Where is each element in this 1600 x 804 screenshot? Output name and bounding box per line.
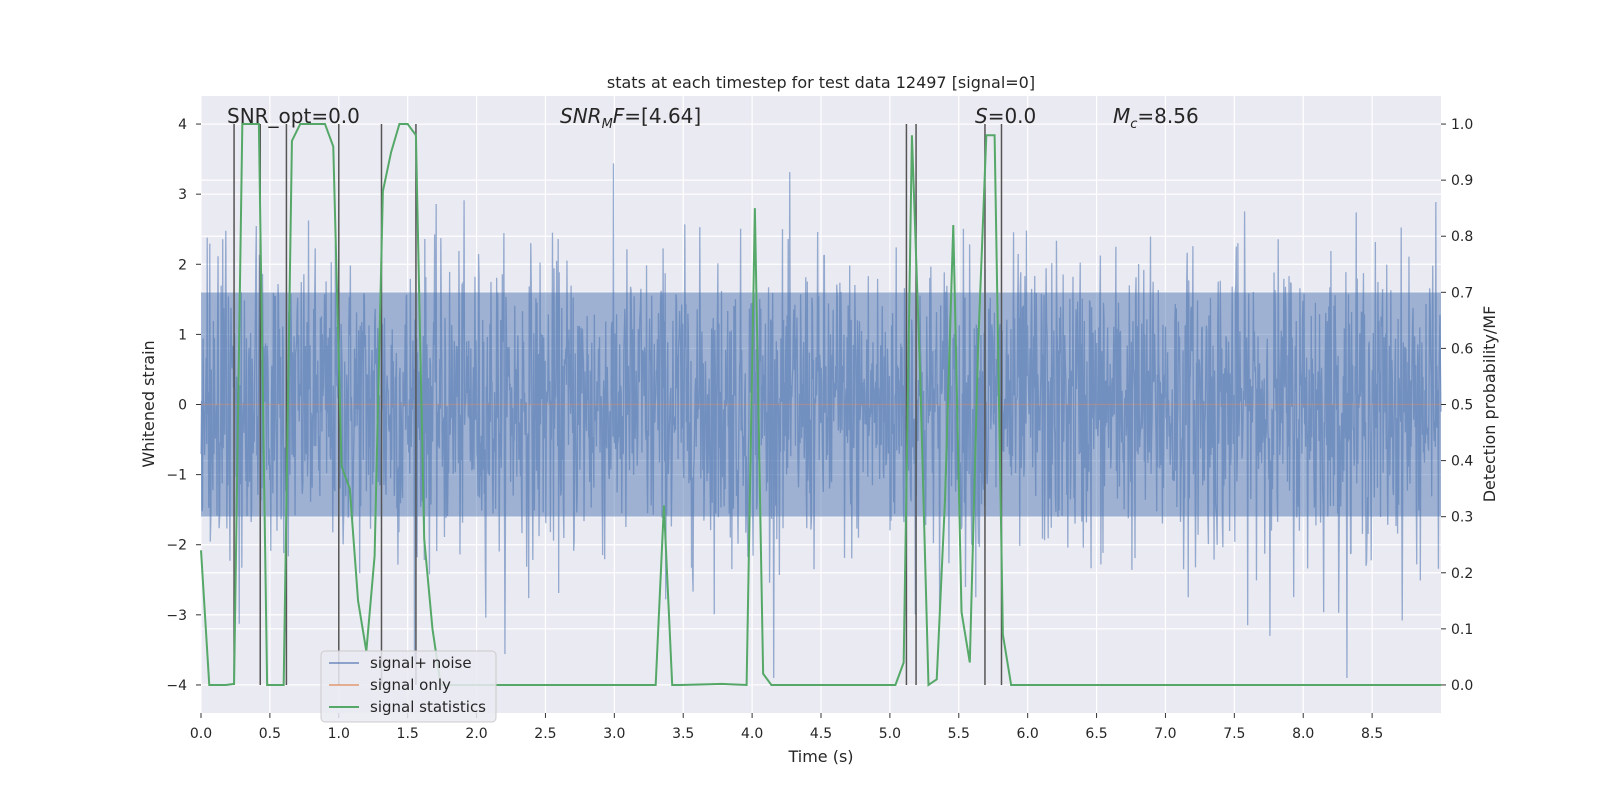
y-tick-label-8: −4 (166, 678, 187, 694)
x-tick-label-3: 1.5 (397, 726, 419, 742)
x-tick-label-2: 1.0 (328, 726, 350, 742)
x-tick-label-15: 7.5 (1223, 726, 1245, 742)
axes: 0.0 0.5 1.0 1.5 2.0 2.5 3.0 3.5 4.0 4.5 5.0 5.5 6.0 6… (166, 117, 1473, 742)
noise-trace (200, 163, 1442, 678)
y-tick-label-1: 3 (178, 187, 187, 203)
x-tick-label-11: 5.5 (948, 726, 970, 742)
x-tick-label-0: 0.0 (190, 726, 212, 742)
y2-tick-label-4: 0.6 (1451, 341, 1473, 357)
legend: signal+ noise signal only signal statist… (320, 650, 497, 723)
x-tick-label-14: 7.0 (1154, 726, 1176, 742)
x-tick-label-9: 4.5 (810, 726, 832, 742)
x-tick-label-6: 3.0 (603, 726, 625, 742)
y2-tick-label-2: 0.8 (1451, 229, 1473, 245)
x-axis-label: Time (s) (787, 747, 853, 766)
y-tick-label-2: 2 (178, 257, 187, 273)
y-tick-label-3: 1 (178, 327, 187, 343)
y-axis-label: Whitened strain (139, 340, 158, 467)
y-tick-label-4: 0 (178, 398, 187, 414)
chart-title: stats at each timestep for test data 124… (607, 73, 1035, 92)
annotation-snr-mf: SNRMF=[4.64] (560, 104, 701, 132)
annotation-mc: Mc=8.56 (1113, 104, 1199, 132)
x-tick-label-10: 5.0 (879, 726, 901, 742)
y-tick-label-6: −2 (166, 538, 187, 554)
x-tick-label-17: 8.5 (1361, 726, 1383, 742)
y2-tick-label-10: 0.0 (1451, 678, 1473, 694)
noise-envelope (201, 292, 1441, 517)
x-tick-label-12: 6.0 (1017, 726, 1039, 742)
legend-label-signal-only: signal only (370, 676, 451, 694)
y2-tick-label-3: 0.7 (1451, 285, 1473, 301)
y2-tick-label-7: 0.3 (1451, 510, 1473, 526)
y2-tick-label-6: 0.4 (1451, 454, 1473, 470)
series-signal-noise (200, 163, 1442, 678)
y-tick-label-5: −1 (166, 468, 187, 484)
y-tick-label-7: −3 (166, 608, 187, 624)
x-tick-label-5: 2.5 (534, 726, 556, 742)
x-tick-label-8: 4.0 (741, 726, 763, 742)
x-tick-label-16: 8.0 (1292, 726, 1314, 742)
legend-box (320, 650, 497, 723)
y2-tick-label-9: 0.1 (1451, 622, 1473, 638)
y-tick-label-0: 4 (178, 117, 187, 133)
y2-tick-label-0: 1.0 (1451, 117, 1473, 133)
annotations: SNR_opt=0.0 SNRMF=[4.64] S=0.0 Mc=8.56 (227, 104, 1199, 132)
x-tick-label-7: 3.5 (672, 726, 694, 742)
y2-tick-label-8: 0.2 (1451, 566, 1473, 582)
y2-axis-label: Detection probability/MF (1480, 306, 1499, 503)
y2-tick-label-1: 0.9 (1451, 173, 1473, 189)
x-tick-label-1: 0.5 (259, 726, 281, 742)
x-tick-label-4: 2.0 (465, 726, 487, 742)
y2-tick-label-5: 0.5 (1451, 398, 1473, 414)
x-tick-label-13: 6.5 (1085, 726, 1107, 742)
legend-label-signal-noise: signal+ noise (370, 654, 472, 672)
annotation-s: S=0.0 (975, 104, 1036, 128)
annotation-snr-opt: SNR_opt=0.0 (227, 104, 360, 128)
signal-statistics-line (200, 123, 1441, 687)
series-signal-statistics (200, 123, 1441, 687)
legend-label-signal-statistics: signal statistics (370, 698, 486, 716)
